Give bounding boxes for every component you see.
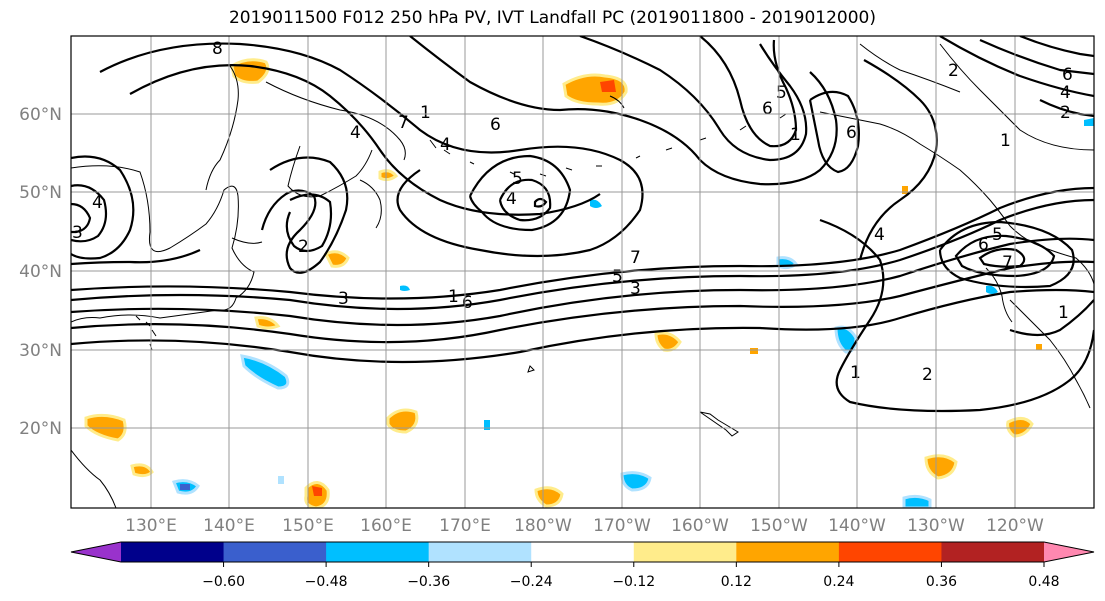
longitude-label: 150°W: [750, 516, 808, 536]
contour-label: 4: [506, 189, 517, 209]
gridlines: [71, 36, 1094, 508]
map-area: [71, 36, 1094, 508]
contour-label: 1: [850, 363, 861, 383]
colorbar-tick-label: −0.48: [305, 574, 348, 590]
contour-label: 4: [350, 123, 361, 143]
colorbar-swatch: [736, 542, 840, 562]
map-frame: [70, 35, 1095, 509]
colorbar-extend-high: [1044, 542, 1094, 562]
contour-label: 1: [1058, 303, 1069, 323]
contour-label: 2: [1060, 103, 1071, 123]
contour-label: 2: [922, 365, 933, 385]
colorbar-swatch: [428, 542, 532, 562]
colorbar-swatch: [326, 542, 430, 562]
colorbar-swatch: [223, 542, 327, 562]
contour-label: 5: [776, 83, 787, 103]
colorbar-tick-label: −0.36: [407, 574, 450, 590]
contour-label: 5: [512, 169, 523, 189]
longitude-label: 170°W: [593, 516, 651, 536]
pv-anomaly-shading: [84, 58, 1094, 508]
colorbar-swatch: [531, 542, 635, 562]
longitude-label: 160°W: [671, 516, 729, 536]
latitude-label: 40°N: [19, 262, 62, 282]
latitude-label: 60°N: [19, 105, 62, 125]
colorbar-swatch: [838, 542, 942, 562]
longitude-label: 180°W: [514, 516, 572, 536]
coastlines: [71, 43, 1094, 508]
colorbar-tick-label: −0.24: [510, 574, 553, 590]
colorbar-tick-label: 0.48: [1028, 574, 1059, 590]
contour-label: 7: [1002, 253, 1013, 273]
contour-label: 1: [448, 287, 459, 307]
contour-label: 2: [298, 237, 309, 257]
colorbar-swatch: [121, 542, 225, 562]
colorbar-extend-low: [71, 542, 121, 562]
latitude-labels: 60°N 50°N 40°N 30°N 20°N: [19, 105, 62, 439]
map-title: 2019011500 F012 250 hPa PV, IVT Landfall…: [228, 8, 876, 28]
contour-label: 3: [630, 279, 641, 299]
longitude-label: 120°W: [986, 516, 1044, 536]
contour-label: 4: [874, 225, 885, 245]
contour-label: 4: [440, 135, 451, 155]
longitude-label: 170°E: [439, 516, 491, 536]
colorbar-tick-label: 0.36: [926, 574, 957, 590]
contour-label: 4: [1060, 83, 1071, 103]
contour-label: 7: [398, 113, 409, 133]
contour-label: 1: [790, 125, 801, 145]
contour-label: 1: [420, 103, 431, 123]
contour-label: 6: [1062, 65, 1073, 85]
contour-label: 5: [992, 225, 1003, 245]
contour-label: 7: [630, 248, 641, 268]
contour-label: 3: [338, 289, 349, 309]
colorbar-tick-label: 0.24: [823, 574, 854, 590]
contour-label: 5: [612, 267, 623, 287]
latitude-label: 20°N: [19, 419, 62, 439]
longitude-label: 130°W: [907, 516, 965, 536]
longitude-label: 160°E: [360, 516, 412, 536]
colorbar-tick-label: −0.60: [202, 574, 245, 590]
contour-label: 6: [490, 115, 501, 135]
longitude-label: 140°W: [828, 516, 886, 536]
contour-label: 1: [1000, 131, 1011, 151]
longitude-label: 130°E: [125, 516, 177, 536]
pv-contours: [71, 36, 1094, 413]
colorbar-outline: [70, 541, 1095, 563]
colorbar-tick-label: −0.12: [612, 574, 655, 590]
colorbar-swatch: [941, 542, 1045, 562]
colorbar: −0.60 −0.48 −0.36 −0.24 −0.12 0.12 0.24 0.36 0.4…: [70, 541, 1095, 590]
contour-label: 3: [72, 223, 83, 243]
contour-label: 8: [212, 39, 223, 59]
contour-labels: 8 2 6 4 2 1 6 4 5 4 3 4 2 3 5 6 7 1 6 7 …: [72, 39, 1073, 385]
colorbar-swatch: [633, 542, 737, 562]
longitude-label: 140°E: [203, 516, 255, 536]
contour-label: 4: [92, 193, 103, 213]
contour-label: 2: [948, 61, 959, 81]
longitude-label: 150°E: [282, 516, 334, 536]
contour-label: 6: [978, 235, 989, 255]
contour-label: 6: [762, 99, 773, 119]
contour-label: 6: [462, 293, 473, 313]
colorbar-tick-label: 0.12: [721, 574, 752, 590]
contour-label: 6: [846, 123, 857, 143]
latitude-label: 50°N: [19, 183, 62, 203]
latitude-label: 30°N: [19, 341, 62, 361]
longitude-labels: 130°E 140°E 150°E 160°E 170°E 180°W 170°W 160°W…: [125, 516, 1044, 536]
